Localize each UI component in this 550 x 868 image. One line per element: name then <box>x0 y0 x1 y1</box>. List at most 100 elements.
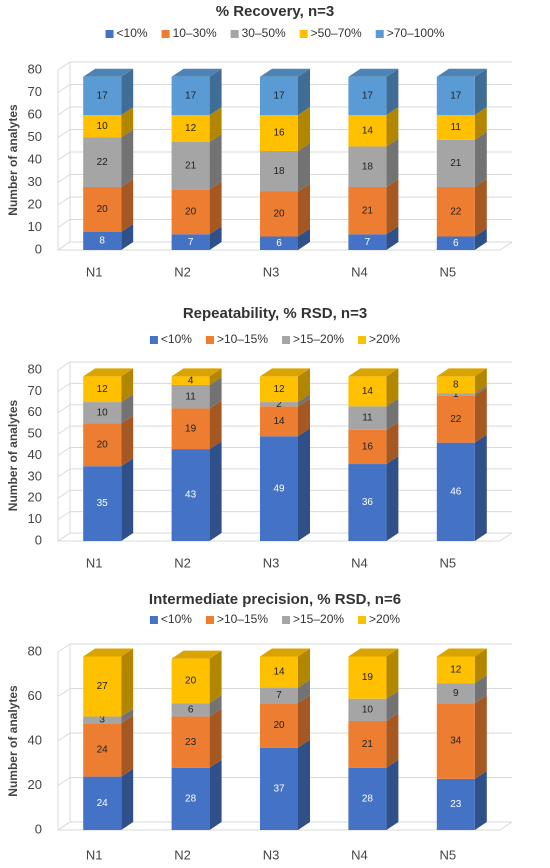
data-label: 8 <box>99 236 105 247</box>
bar-side <box>474 179 487 237</box>
x-tick-label: N5 <box>439 847 456 862</box>
bar-segment <box>171 449 210 541</box>
bar-side <box>474 385 487 396</box>
y-tick-label: 60 <box>28 106 42 121</box>
bar-segment <box>83 137 122 187</box>
bar-side <box>209 226 222 250</box>
data-label: 14 <box>273 416 285 427</box>
bar-side <box>298 368 310 403</box>
legend-label: >15–20% <box>293 612 344 626</box>
bar-side <box>121 415 134 467</box>
bar-segment <box>436 236 475 250</box>
bar-segment <box>436 683 475 704</box>
bar-segment <box>171 234 210 250</box>
x-tick-label: N4 <box>351 264 368 279</box>
y-axis-label: Number of analytes <box>6 685 20 797</box>
bar-segment <box>260 747 298 830</box>
legend-swatch <box>205 336 214 344</box>
grid-diag <box>57 84 71 93</box>
data-label: 11 <box>362 413 373 424</box>
y-tick-label: 10 <box>28 219 42 234</box>
bar-side <box>386 690 399 721</box>
bar-side <box>209 181 222 235</box>
bar-segment <box>436 703 475 779</box>
bar-segment <box>83 402 122 424</box>
bar-side <box>209 368 222 385</box>
data-label: 12 <box>273 384 285 395</box>
x-tick-label: N3 <box>263 555 280 570</box>
bar-segment <box>83 723 122 777</box>
floor-right <box>499 821 513 831</box>
legend-swatch <box>358 336 367 344</box>
bar-segment <box>260 191 298 237</box>
data-label: 19 <box>185 423 197 434</box>
grid-diag <box>57 468 71 478</box>
data-label: 7 <box>188 237 194 248</box>
bar-top <box>171 650 222 659</box>
bar-side <box>209 708 222 768</box>
bar-side <box>298 394 310 407</box>
data-label: 21 <box>185 160 197 171</box>
legend-swatch <box>299 30 308 38</box>
grid-diag <box>57 151 71 161</box>
data-label: 1 <box>453 389 459 400</box>
chart: Repeatability, % RSD, n=3 <10% >10–15% >15–… <box>6 305 513 570</box>
x-tick-label: N2 <box>174 264 191 279</box>
bar-segment <box>171 408 210 450</box>
bar-top <box>348 68 399 77</box>
legend-label: >20% <box>369 612 400 626</box>
data-label: 43 <box>185 490 197 501</box>
data-label: 19 <box>362 672 374 683</box>
bar-side <box>386 456 399 541</box>
bar-top <box>83 68 134 77</box>
bar-side <box>298 679 310 704</box>
bar-top <box>260 68 310 77</box>
x-tick-label: N1 <box>86 847 103 862</box>
bar-segment <box>83 466 122 541</box>
y-tick-label: 80 <box>28 61 42 76</box>
data-label: 14 <box>362 125 374 136</box>
bar-segment <box>260 115 298 151</box>
data-label: 20 <box>97 204 109 215</box>
bar-segment <box>83 716 122 724</box>
data-label: 18 <box>273 166 285 177</box>
floor-right <box>499 532 513 542</box>
legend-label: 10–30% <box>173 26 217 40</box>
data-label: 21 <box>450 158 462 169</box>
data-label: 21 <box>362 739 374 750</box>
bar-segment <box>83 423 122 467</box>
y-tick-label: 20 <box>28 490 42 505</box>
data-label: 28 <box>185 793 197 804</box>
y-tick-label: 60 <box>28 688 42 703</box>
bar-segment <box>348 720 387 768</box>
bar-side <box>121 224 134 250</box>
bar-side <box>209 134 222 190</box>
bar-segment <box>436 376 475 394</box>
x-tick-label: N2 <box>174 555 191 570</box>
bar-segment <box>436 139 475 187</box>
data-label: 35 <box>97 498 109 509</box>
x-tick-label: N5 <box>439 264 456 279</box>
grid-diag <box>57 61 71 71</box>
bar-side <box>209 400 222 450</box>
bar-side <box>121 368 134 403</box>
legend: <10% >10–15% >15–20% >20% <box>149 332 400 346</box>
bar-side <box>209 376 222 409</box>
x-tick-label: N3 <box>263 847 280 862</box>
legend-label: 30–50% <box>242 26 286 40</box>
bar-side <box>298 183 310 237</box>
bar-segment <box>348 429 387 465</box>
legend: <10% 10–30% 30–50% >50–70% >70–100% <box>105 26 445 40</box>
bar-side <box>474 228 487 250</box>
grid-diag <box>57 174 71 183</box>
bar-side <box>386 712 399 768</box>
data-label: 3 <box>99 715 105 726</box>
y-tick-label: 10 <box>28 511 42 526</box>
bar-segment <box>260 703 298 748</box>
y-tick-label: 80 <box>28 361 42 376</box>
bar-side <box>474 131 487 187</box>
bar-segment <box>171 384 210 409</box>
bar-side <box>298 398 310 437</box>
bar-side <box>121 179 134 232</box>
data-label: 16 <box>273 128 285 139</box>
